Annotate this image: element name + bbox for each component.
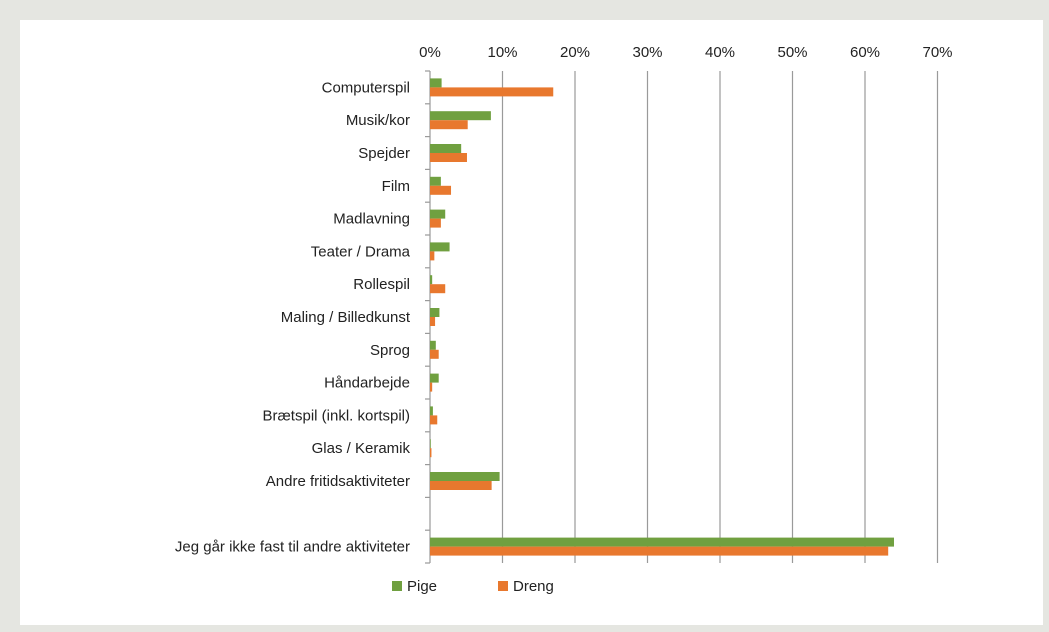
x-tick-label: 20% [560, 44, 590, 61]
category-label: Jeg går ikke fast til andre aktiviteter [175, 539, 410, 556]
legend-label-dreng: Dreng [513, 578, 554, 595]
category-label: Rollespil [353, 276, 410, 293]
bar-pige [430, 78, 442, 88]
bar-pige [430, 176, 441, 186]
category-label: Computerspil [322, 79, 410, 96]
category-label: Spejder [358, 145, 410, 162]
bar-dreng [430, 218, 441, 228]
bar-pige [430, 340, 436, 350]
legend-swatch-pige [392, 581, 402, 591]
bar-dreng [430, 349, 439, 359]
category-label: Håndarbejde [324, 375, 410, 392]
category-label: Musik/kor [346, 112, 410, 129]
bar-dreng [430, 153, 467, 162]
category-label: Film [382, 178, 410, 195]
x-tick-label: 60% [850, 44, 880, 61]
x-tick-label: 10% [487, 44, 517, 61]
bar-dreng [430, 251, 435, 261]
category-label: Andre fritidsaktiviteter [266, 473, 410, 490]
category-label: Madlavning [333, 211, 410, 228]
category-label: Brætspil (inkl. kortspil) [262, 407, 410, 424]
bar-dreng [430, 284, 446, 294]
bar-dreng [430, 415, 438, 425]
category-label: Teater / Drama [311, 243, 411, 260]
category-label: Sprog [370, 342, 410, 359]
x-tick-label: 70% [922, 44, 952, 61]
x-tick-label: 30% [632, 44, 662, 61]
bar-dreng [430, 87, 554, 97]
bar-dreng [430, 317, 436, 326]
legend-label-pige: Pige [407, 578, 437, 595]
x-tick-label: 40% [705, 44, 735, 61]
bar-pige [430, 209, 446, 219]
bar-pige [430, 406, 433, 416]
x-tick-label: 0% [419, 44, 441, 61]
chart-card: 0% 10% 20% 30% 40% 50% 60% 70% Computerspil Musik… [20, 20, 1043, 625]
bar-pige [430, 144, 462, 153]
x-tick-label: 50% [777, 44, 807, 61]
category-label: Glas / Keramik [312, 440, 411, 457]
bar-pige [430, 242, 450, 252]
bar-pige [430, 275, 433, 285]
bar-dreng [430, 481, 492, 490]
bar-chart: 0% 10% 20% 30% 40% 50% 60% 70% Computerspil Musik… [175, 44, 953, 595]
bar-pige [430, 111, 491, 121]
bar-dreng [430, 120, 468, 130]
bar-pige [430, 308, 440, 317]
bar-pige [430, 373, 439, 383]
legend-swatch-dreng [498, 581, 508, 591]
bar-dreng [430, 382, 433, 392]
bar-dreng [430, 185, 452, 195]
bar-pige [430, 439, 431, 449]
bar-dreng [430, 546, 889, 556]
bar-pige [430, 537, 894, 547]
bar-dreng [430, 448, 432, 458]
bar-pige [430, 472, 500, 481]
category-label: Maling / Billedkunst [281, 309, 411, 326]
